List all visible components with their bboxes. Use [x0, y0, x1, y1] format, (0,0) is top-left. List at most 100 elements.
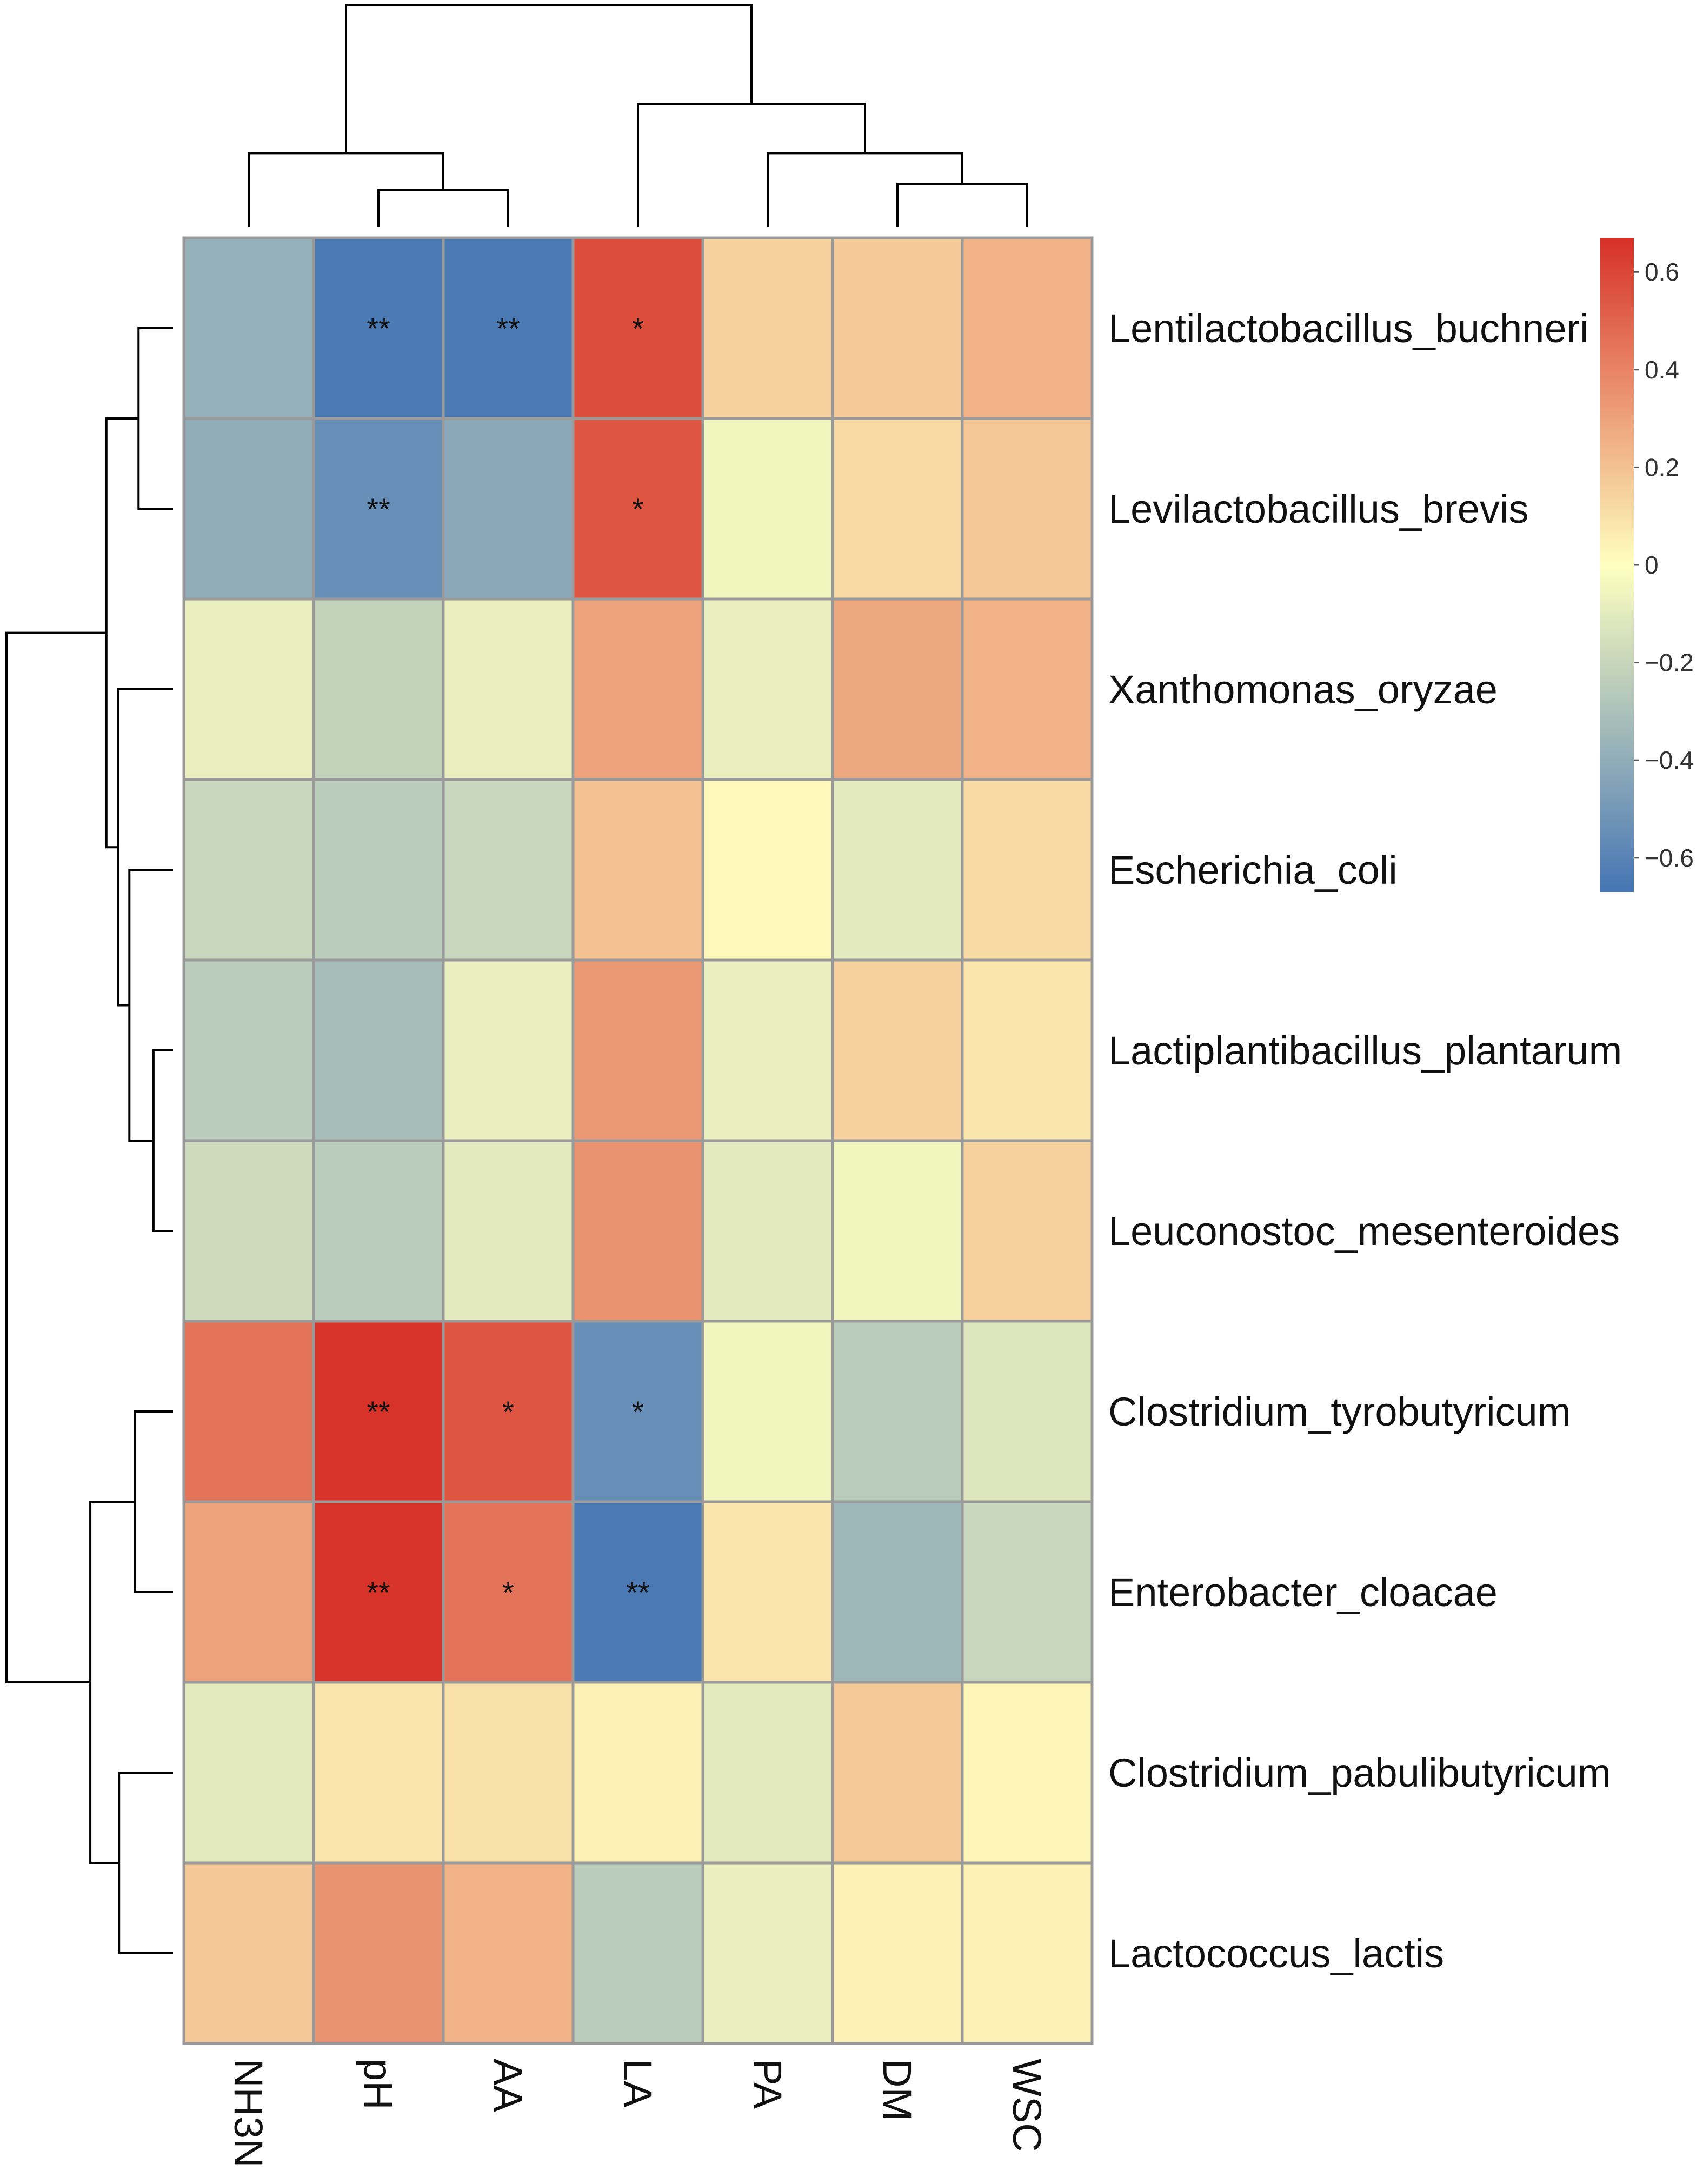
legend-tick-label: 0.2: [1645, 453, 1679, 481]
dendrogram-branch: [345, 4, 753, 154]
significance-marker: *: [632, 311, 644, 345]
heatmap-cell: [312, 1500, 445, 1684]
row-label: Lactococcus_lactis: [1108, 1931, 1444, 1976]
heatmap-cell: [571, 958, 704, 1142]
column-dendrogram: [248, 4, 1028, 227]
column-label: LA: [615, 2059, 660, 2108]
heatmap-cells: [182, 236, 1094, 2045]
significance-marker: **: [367, 492, 390, 526]
heatmap-cell: [701, 1500, 834, 1684]
heatmap-cell: [961, 958, 1094, 1142]
significance-marker: *: [632, 492, 644, 526]
dendrogram-branch: [896, 183, 1028, 227]
heatmap-cell: [182, 778, 315, 962]
heatmap-cell: [831, 417, 964, 601]
row-label: Xanthomonas_oryzae: [1108, 667, 1498, 712]
dendrogram-branch: [134, 1410, 173, 1593]
row-label: Enterobacter_cloacae: [1108, 1570, 1498, 1615]
dendrogram-branch: [89, 1501, 135, 1864]
heatmap-cell: [182, 597, 315, 781]
heatmap-cell: [442, 1681, 575, 1865]
significance-marker: **: [496, 311, 520, 345]
heatmap-cell: [182, 1681, 315, 1865]
heatmap-cell: [312, 1681, 445, 1865]
legend-ticks: 0.6 0.4 0.2 0 −0.2 −0.4 −0.6: [1634, 258, 1694, 872]
heatmap-cell: [571, 597, 704, 781]
heatmap-cell: [961, 1681, 1094, 1865]
heatmap-cell: [961, 597, 1094, 781]
heatmap-cell: [701, 1139, 834, 1323]
row-label: Escherichia_coli: [1108, 848, 1398, 893]
legend-tick-label: 0.6: [1645, 258, 1679, 286]
heatmap-cell: [701, 1681, 834, 1865]
dendrogram-branch: [137, 327, 173, 510]
color-legend: 0.6 0.4 0.2 0 −0.2 −0.4 −0.6: [1600, 238, 1694, 892]
dendrogram-branch: [767, 152, 963, 227]
row-dendrogram: [5, 327, 173, 1954]
legend-tick-label: 0: [1645, 551, 1659, 579]
heatmap-cell: [182, 236, 315, 420]
row-label: Clostridium_tyrobutyricum: [1108, 1389, 1571, 1434]
heatmap-cell: [312, 597, 445, 781]
heatmap-cell: [312, 1139, 445, 1323]
heatmap-cell: [961, 1861, 1094, 2045]
column-label: WSC: [1004, 2059, 1049, 2152]
column-labels: NH3N pH AA LA PA DM WSC: [226, 2059, 1049, 2167]
heatmap-cell: [831, 1861, 964, 2045]
dendrogram-branch: [117, 688, 173, 1007]
heatmap-cell: [571, 1139, 704, 1323]
significance-marker: *: [632, 1395, 644, 1429]
heatmap-cell: [701, 236, 834, 420]
dendrogram-branch: [128, 869, 173, 1142]
heatmap-cell: [312, 958, 445, 1142]
column-label: AA: [485, 2059, 530, 2112]
significance-marker: *: [502, 1395, 514, 1429]
legend-tick-label: −0.2: [1645, 649, 1694, 677]
heatmap-cell: [831, 1320, 964, 1503]
heatmap-cell: [571, 778, 704, 962]
dendrogram-branch: [5, 631, 107, 1683]
heatmap-cell: [831, 1139, 964, 1323]
heatmap-cell: [701, 778, 834, 962]
heatmap-cell: [831, 597, 964, 781]
legend-tick-label: −0.4: [1645, 746, 1694, 774]
legend-tick-label: 0.4: [1645, 356, 1679, 384]
heatmap-cell: [571, 1500, 704, 1684]
heatmap-cell: [312, 236, 445, 420]
dendrogram-branch: [152, 1049, 173, 1232]
legend-color-bar: [1600, 238, 1634, 892]
heatmap-cell: [961, 778, 1094, 962]
heatmap-cell: [442, 778, 575, 962]
heatmap-cell: [571, 417, 704, 601]
heatmap-cell: [442, 958, 575, 1142]
column-label: pH: [356, 2059, 401, 2110]
heatmap-cell: [312, 1861, 445, 2045]
heatmap-cell: [701, 958, 834, 1142]
heatmap-cell: [831, 1681, 964, 1865]
row-label: Lentilactobacillus_buchneri: [1108, 306, 1589, 351]
heatmap-cell: [182, 417, 315, 601]
heatmap-cell: [701, 1861, 834, 2045]
legend-tick-label: −0.6: [1645, 844, 1694, 872]
heatmap-cell: [961, 236, 1094, 420]
heatmap-cell: [571, 1861, 704, 2045]
heatmap-cell: [961, 1139, 1094, 1323]
heatmap-cell: [442, 1861, 575, 2045]
heatmap-cell: [831, 1500, 964, 1684]
heatmap-cell: [831, 236, 964, 420]
column-label: PA: [745, 2059, 790, 2109]
row-labels: Lentilactobacillus_buchneri Levilactobaci…: [1108, 306, 1622, 1976]
heatmap-cell: [182, 1320, 315, 1503]
heatmap-cell: [182, 958, 315, 1142]
heatmap-cell: [961, 417, 1094, 601]
heatmap-cell: [442, 597, 575, 781]
heatmap-cell: [961, 1500, 1094, 1684]
row-label: Lactiplantibacillus_plantarum: [1108, 1028, 1622, 1073]
significance-marker: **: [367, 311, 390, 345]
heatmap-cell: [442, 1500, 575, 1684]
heatmap-cell: [701, 417, 834, 601]
heatmap-cell: [961, 1320, 1094, 1503]
column-label: DM: [875, 2059, 920, 2121]
row-label: Clostridium_pabulibutyricum: [1108, 1750, 1611, 1795]
